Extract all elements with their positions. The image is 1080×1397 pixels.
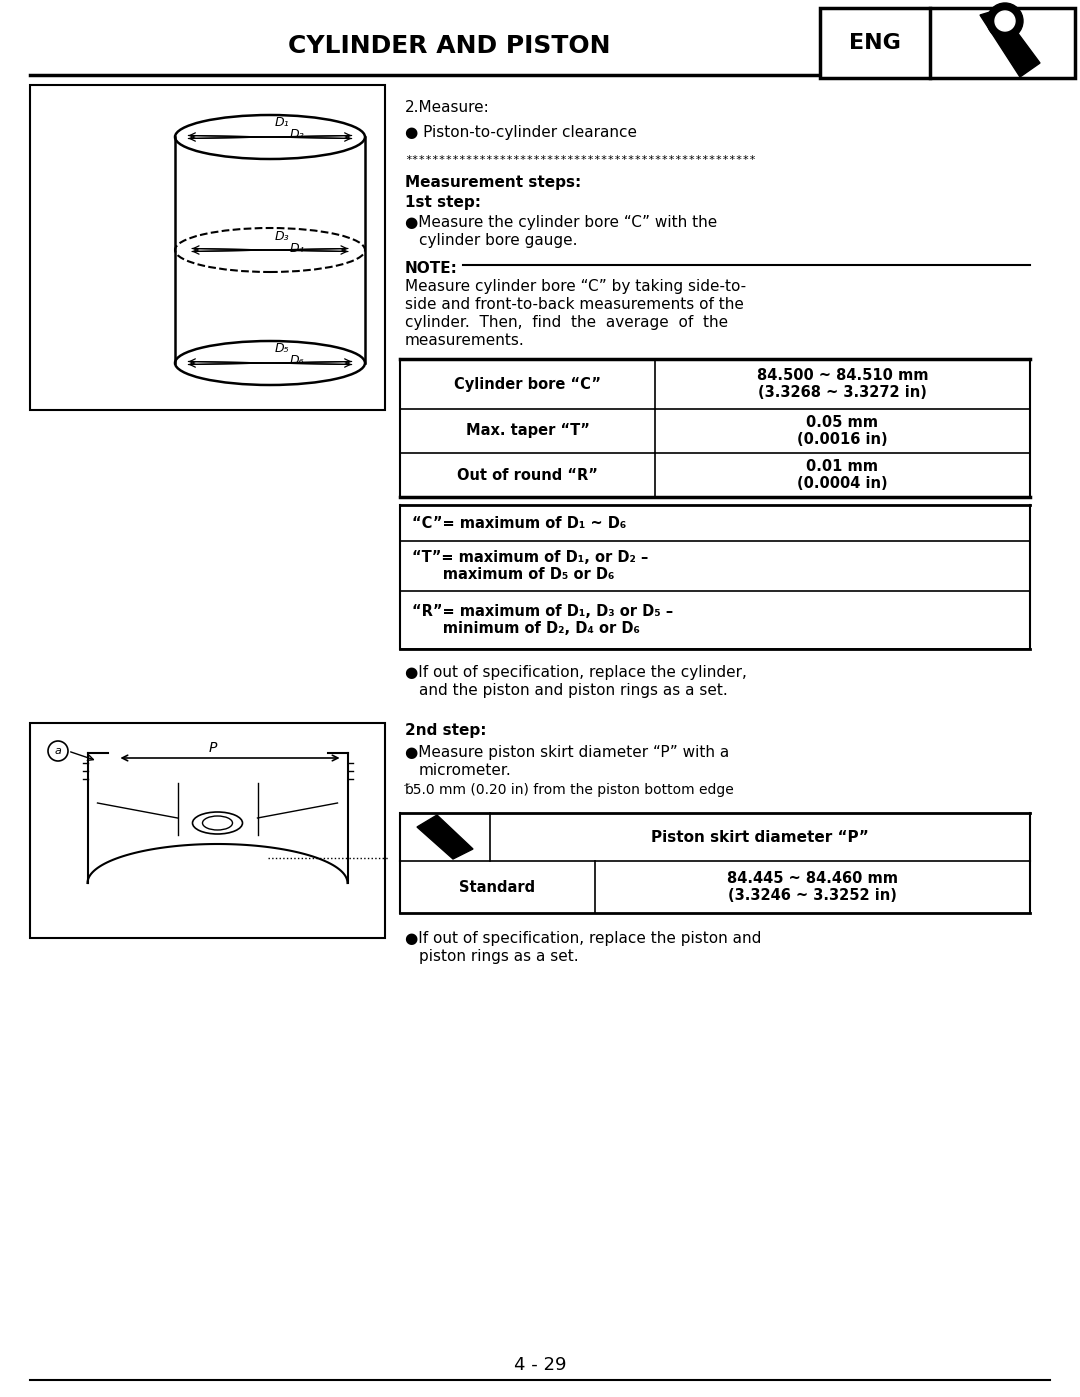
Text: ●If out of specification, replace the piston and: ●If out of specification, replace the pi…: [405, 930, 761, 946]
Text: P: P: [208, 740, 217, 754]
Text: Out of round “R”: Out of round “R”: [457, 468, 598, 482]
Text: cylinder.  Then,  find  the  average  of  the: cylinder. Then, find the average of the: [405, 314, 728, 330]
Text: D₂: D₂: [291, 129, 305, 141]
Text: Standard: Standard: [459, 880, 536, 894]
Text: “T”= maximum of D₁, or D₂ –
      maximum of D₅ or D₆: “T”= maximum of D₁, or D₂ – maximum of D…: [411, 550, 648, 583]
Text: 84.500 ~ 84.510 mm
(3.3268 ~ 3.3272 in): 84.500 ~ 84.510 mm (3.3268 ~ 3.3272 in): [757, 367, 928, 400]
Polygon shape: [980, 8, 1040, 77]
Text: ●If out of specification, replace the cylinder,: ●If out of specification, replace the cy…: [405, 665, 747, 680]
Text: “R”= maximum of D₁, D₃ or D₅ –
      minimum of D₂, D₄ or D₆: “R”= maximum of D₁, D₃ or D₅ – minimum o…: [411, 604, 673, 636]
Text: 2.Measure:: 2.Measure:: [405, 101, 489, 115]
Text: ●Measure piston skirt diameter “P” with a: ●Measure piston skirt diameter “P” with …: [405, 745, 729, 760]
Text: a: a: [55, 746, 62, 756]
Text: ****************************************************: ****************************************…: [405, 155, 756, 165]
Text: Measure cylinder bore “C” by taking side-to-: Measure cylinder bore “C” by taking side…: [405, 279, 746, 293]
Text: CYLINDER AND PISTON: CYLINDER AND PISTON: [287, 34, 610, 59]
Text: 2nd step:: 2nd step:: [405, 724, 486, 738]
Text: Piston skirt diameter “P”: Piston skirt diameter “P”: [651, 830, 869, 845]
Text: D₅: D₅: [275, 342, 289, 355]
Text: D₄: D₄: [291, 242, 305, 254]
Text: 0.01 mm
(0.0004 in): 0.01 mm (0.0004 in): [797, 458, 888, 492]
Text: D₃: D₃: [275, 229, 289, 243]
Text: ● Piston-to-cylinder clearance: ● Piston-to-cylinder clearance: [405, 124, 637, 140]
Bar: [30, 85, 384, 409]
Circle shape: [987, 3, 1023, 39]
Text: ␢5.0 mm (0.20 in) from the piston bottom edge: ␢5.0 mm (0.20 in) from the piston bottom…: [405, 782, 734, 798]
Text: micrometer.: micrometer.: [419, 763, 512, 778]
Text: ●Measure the cylinder bore “C” with the: ●Measure the cylinder bore “C” with the: [405, 215, 717, 231]
Text: NOTE:: NOTE:: [405, 261, 458, 277]
Text: Cylinder bore “C”: Cylinder bore “C”: [454, 377, 600, 391]
Bar: [30, 724, 384, 937]
Text: 84.445 ~ 84.460 mm
(3.3246 ~ 3.3252 in): 84.445 ~ 84.460 mm (3.3246 ~ 3.3252 in): [727, 870, 897, 904]
Polygon shape: [417, 814, 473, 859]
Text: “C”= maximum of D₁ ~ D₆: “C”= maximum of D₁ ~ D₆: [411, 515, 626, 531]
Text: 1st step:: 1st step:: [405, 196, 481, 210]
Circle shape: [995, 11, 1015, 31]
Text: measurements.: measurements.: [405, 332, 525, 348]
Text: Max. taper “T”: Max. taper “T”: [465, 423, 590, 439]
Text: D₁: D₁: [275, 116, 289, 130]
Text: 4 - 29: 4 - 29: [514, 1356, 566, 1375]
Text: D₆: D₆: [291, 355, 305, 367]
Text: ENG: ENG: [849, 34, 901, 53]
Bar: [820, 8, 1075, 78]
Text: side and front-to-back measurements of the: side and front-to-back measurements of t…: [405, 298, 744, 312]
Text: Measurement steps:: Measurement steps:: [405, 175, 581, 190]
Text: and the piston and piston rings as a set.: and the piston and piston rings as a set…: [419, 683, 728, 698]
Text: 0.05 mm
(0.0016 in): 0.05 mm (0.0016 in): [797, 415, 888, 447]
Text: cylinder bore gauge.: cylinder bore gauge.: [419, 233, 578, 249]
Text: piston rings as a set.: piston rings as a set.: [419, 949, 579, 964]
